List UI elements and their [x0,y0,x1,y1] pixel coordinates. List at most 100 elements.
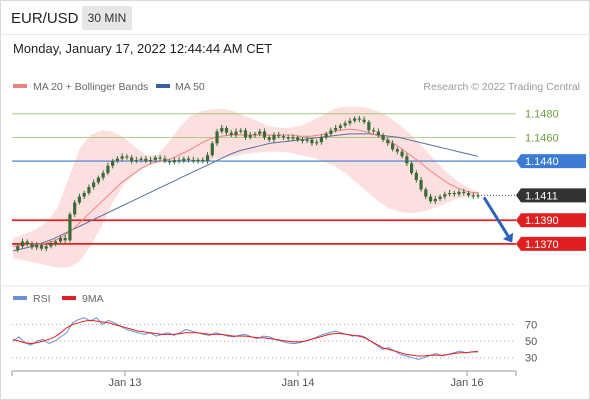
candle [428,193,433,204]
candle [291,134,295,142]
candle [92,179,96,190]
candle [400,149,404,159]
candle [49,240,53,249]
candle [319,134,324,145]
x-tick-label: Jan 13 [108,377,141,389]
candle [239,128,243,134]
candle [281,134,286,141]
candle [277,131,281,139]
rsi-layer: 70 50 30 [12,317,537,365]
candle [163,155,167,164]
legend-ma20-swatch [13,84,27,88]
candle [205,152,210,164]
legend-ma50-swatch [156,84,170,88]
candle [177,156,181,164]
candle [44,243,48,252]
candle [433,195,437,204]
candle [215,128,219,146]
price-tag-support [516,236,586,251]
candle [16,243,20,253]
header-divider [0,34,590,35]
candle [20,238,25,249]
candle [315,139,319,146]
x-axis-layer: Jan 13 Jan 14 Jan 16 [108,371,484,389]
price-label-resistance: 1.1480 [525,109,559,121]
legend-9ma-swatch [62,296,76,300]
timeframe-button[interactable]: 30 MIN [82,6,132,30]
candle [457,189,461,197]
candle [39,242,44,251]
candle [134,156,138,164]
candle [68,212,72,243]
price-label-support: 1.1370 [525,239,559,251]
legend-ma20-label: MA 20 + Bollinger Bands [33,81,148,93]
candle [462,188,466,196]
price-label-pivot: 1.1440 [525,156,559,168]
candle [376,128,380,138]
candle [419,176,423,192]
candle [334,124,338,133]
legend-ma50-label: MA 50 [175,81,205,93]
candle [73,199,77,217]
chart-credit: Research © 2022 Trading Central [423,81,580,93]
candle [201,157,205,164]
price-label-last: 1.1411 [525,190,558,202]
x-tick-label: Jan 14 [281,377,314,389]
candle [111,158,115,169]
candle [372,127,376,134]
candle [348,117,352,126]
candle [395,147,399,155]
candle [305,136,309,144]
candle [466,190,471,198]
candle [191,156,195,164]
candle [243,127,248,141]
legend-rsi-swatch [13,296,27,300]
candle [258,128,262,136]
candle [82,190,86,200]
candle [262,128,267,141]
price-label-support: 1.1390 [525,215,559,227]
rsi-tick-label: 70 [525,319,537,331]
candle [310,137,314,146]
candle [424,187,428,200]
candle [409,161,414,176]
candle [96,175,101,185]
candle [196,157,200,164]
candle [130,154,134,164]
candle [229,130,233,138]
candle [167,158,172,165]
forecast-arrow-shaft [482,196,510,237]
candle [210,141,214,158]
candle [120,153,124,162]
candle [149,156,153,164]
candle [54,239,58,247]
legend-rsi-label: RSI [33,293,51,305]
candle [248,131,252,140]
candle [125,154,129,160]
candle [58,235,63,244]
candle [338,123,342,131]
candle [172,157,176,165]
candle-layer [16,115,480,253]
candle [182,156,186,164]
candle [115,156,119,164]
candle [300,137,305,144]
legend-9ma-label: 9MA [82,293,104,305]
x-tick-label: Jan 16 [450,377,483,389]
currency-pair-title: EUR/USD [11,10,79,27]
rsi-tick-label: 50 [525,336,537,348]
ma50-line [12,133,479,252]
price-tag-last [516,188,586,203]
price-tag-support [516,213,586,228]
candle [476,192,480,199]
candle [63,234,67,243]
candle [101,170,105,181]
candle [77,193,82,205]
forecast-arrow-head [502,232,514,243]
candle [106,162,110,176]
chart-datetime: Monday, January 17, 2022 12:44:44 AM CET [13,41,273,56]
candle [35,241,39,251]
price-label-resistance: 1.1460 [525,132,559,144]
candle [296,135,300,142]
